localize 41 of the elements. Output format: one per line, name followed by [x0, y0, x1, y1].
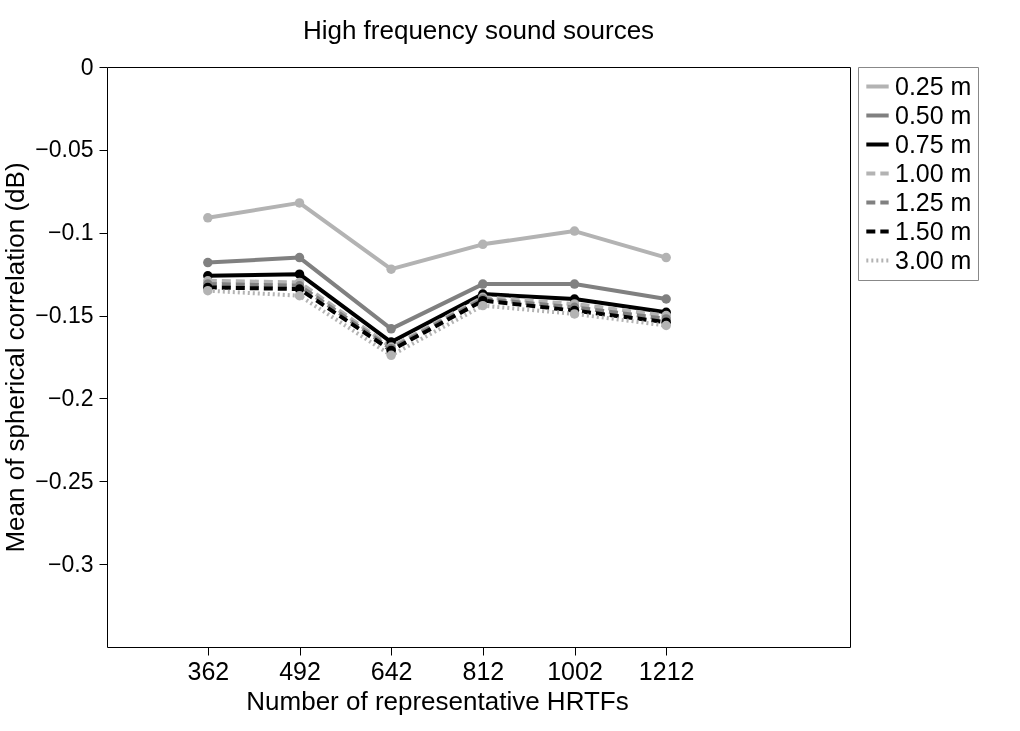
x-axis-title: Number of representative HRTFs — [246, 685, 629, 716]
point — [386, 324, 396, 334]
point — [569, 309, 580, 319]
point — [478, 239, 488, 250]
point — [478, 279, 488, 289]
y-tick-label: −0.1 — [48, 219, 94, 246]
legend-label: 0.75 m — [895, 129, 972, 158]
legend-label: 1.25 m — [895, 187, 972, 216]
point — [203, 257, 213, 268]
point — [661, 320, 671, 331]
x-tick-label: 1002 — [547, 656, 603, 685]
point — [661, 294, 671, 304]
y-axis-title: Mean of spherical correlation (dB) — [0, 162, 31, 553]
legend-label: 1.50 m — [895, 216, 972, 245]
y-tick-label: −0.15 — [35, 302, 94, 329]
x-tick-label: 1212 — [638, 656, 695, 685]
y-tick-label: −0.05 — [35, 136, 94, 163]
y-tick-label: −0.25 — [35, 467, 94, 494]
point — [386, 350, 396, 361]
point — [569, 279, 580, 289]
point — [478, 300, 488, 311]
legend-label: 3.00 m — [895, 245, 972, 274]
point — [569, 226, 580, 236]
point — [294, 290, 305, 301]
y-tick-label: −0.2 — [48, 384, 94, 411]
point — [661, 252, 671, 263]
chart-title: High frequency sound sources — [302, 15, 655, 45]
y-tick-label: 0 — [80, 53, 94, 80]
x-tick-label: 492 — [279, 656, 321, 685]
x-tick-label: 642 — [370, 656, 413, 685]
x-tick-label: 362 — [187, 656, 230, 685]
x-tick-label: 812 — [462, 656, 505, 685]
point — [386, 264, 396, 274]
point — [203, 213, 213, 223]
legend-label: 0.50 m — [895, 100, 972, 129]
point — [294, 198, 305, 208]
legend-label: 0.25 m — [895, 71, 972, 100]
y-tick-label: −0.3 — [48, 550, 94, 577]
point — [294, 269, 305, 279]
legend-label: 1.00 m — [895, 158, 972, 187]
point — [294, 252, 305, 263]
